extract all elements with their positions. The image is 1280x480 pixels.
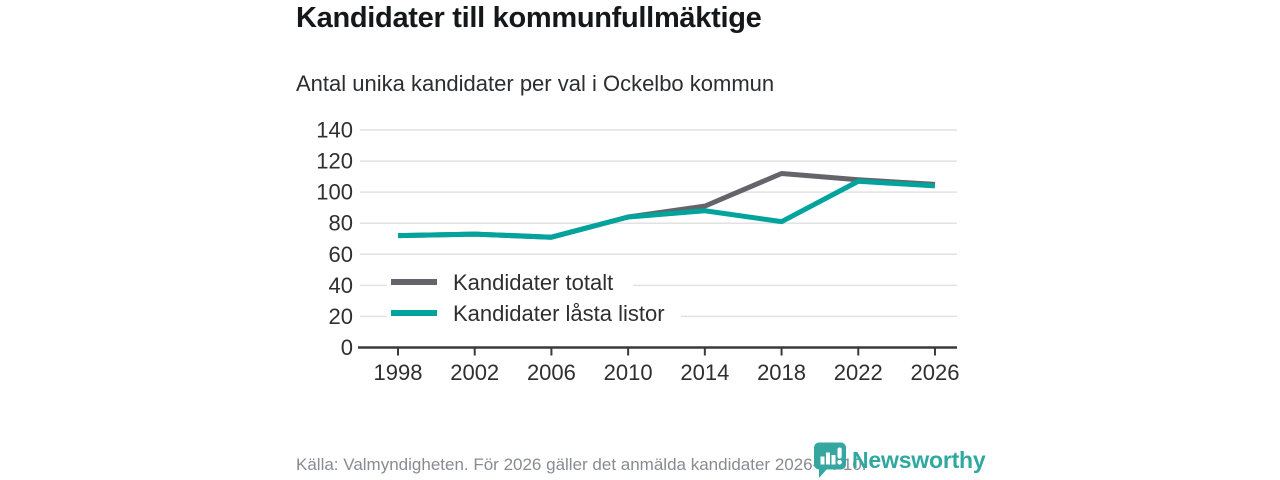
x-axis-tick-label: 2026 [910,360,959,385]
y-axis-tick-label: 100 [316,180,353,205]
x-axis-tick-label: 2010 [604,360,653,385]
newsworthy-speech-bubble-bar-chart-icon [814,442,846,478]
legend-label: Kandidater låsta listor [453,301,665,326]
x-axis-tick-label: 2022 [834,360,883,385]
legend-label: Kandidater totalt [453,270,613,295]
x-axis-tick-label: 2018 [757,360,806,385]
x-axis-tick-label: 2014 [680,360,729,385]
chart-title: Kandidater till kommunfullmäktige [296,2,762,34]
y-axis-tick-label: 0 [341,335,353,360]
x-axis-tick-label: 2002 [450,360,499,385]
chart-subtitle: Antal unika kandidater per val i Ockelbo… [296,71,775,96]
newsworthy-wordmark: Newsworthy [852,446,986,473]
y-axis-tick-label: 20 [329,304,353,329]
y-axis-tick-label: 40 [329,273,353,298]
x-axis-tick-label: 2006 [527,360,576,385]
x-axis-tick-label: 1998 [374,360,423,385]
y-axis-tick-label: 120 [316,149,353,174]
y-axis-tick-label: 60 [329,242,353,267]
y-axis-tick-label: 80 [329,211,353,236]
newsworthy-logo: Newsworthy [813,441,986,479]
y-axis-tick-label: 140 [316,118,353,143]
series-line [397,178,936,240]
source-note: Källa: Valmyndigheten. För 2026 gäller d… [296,455,867,474]
